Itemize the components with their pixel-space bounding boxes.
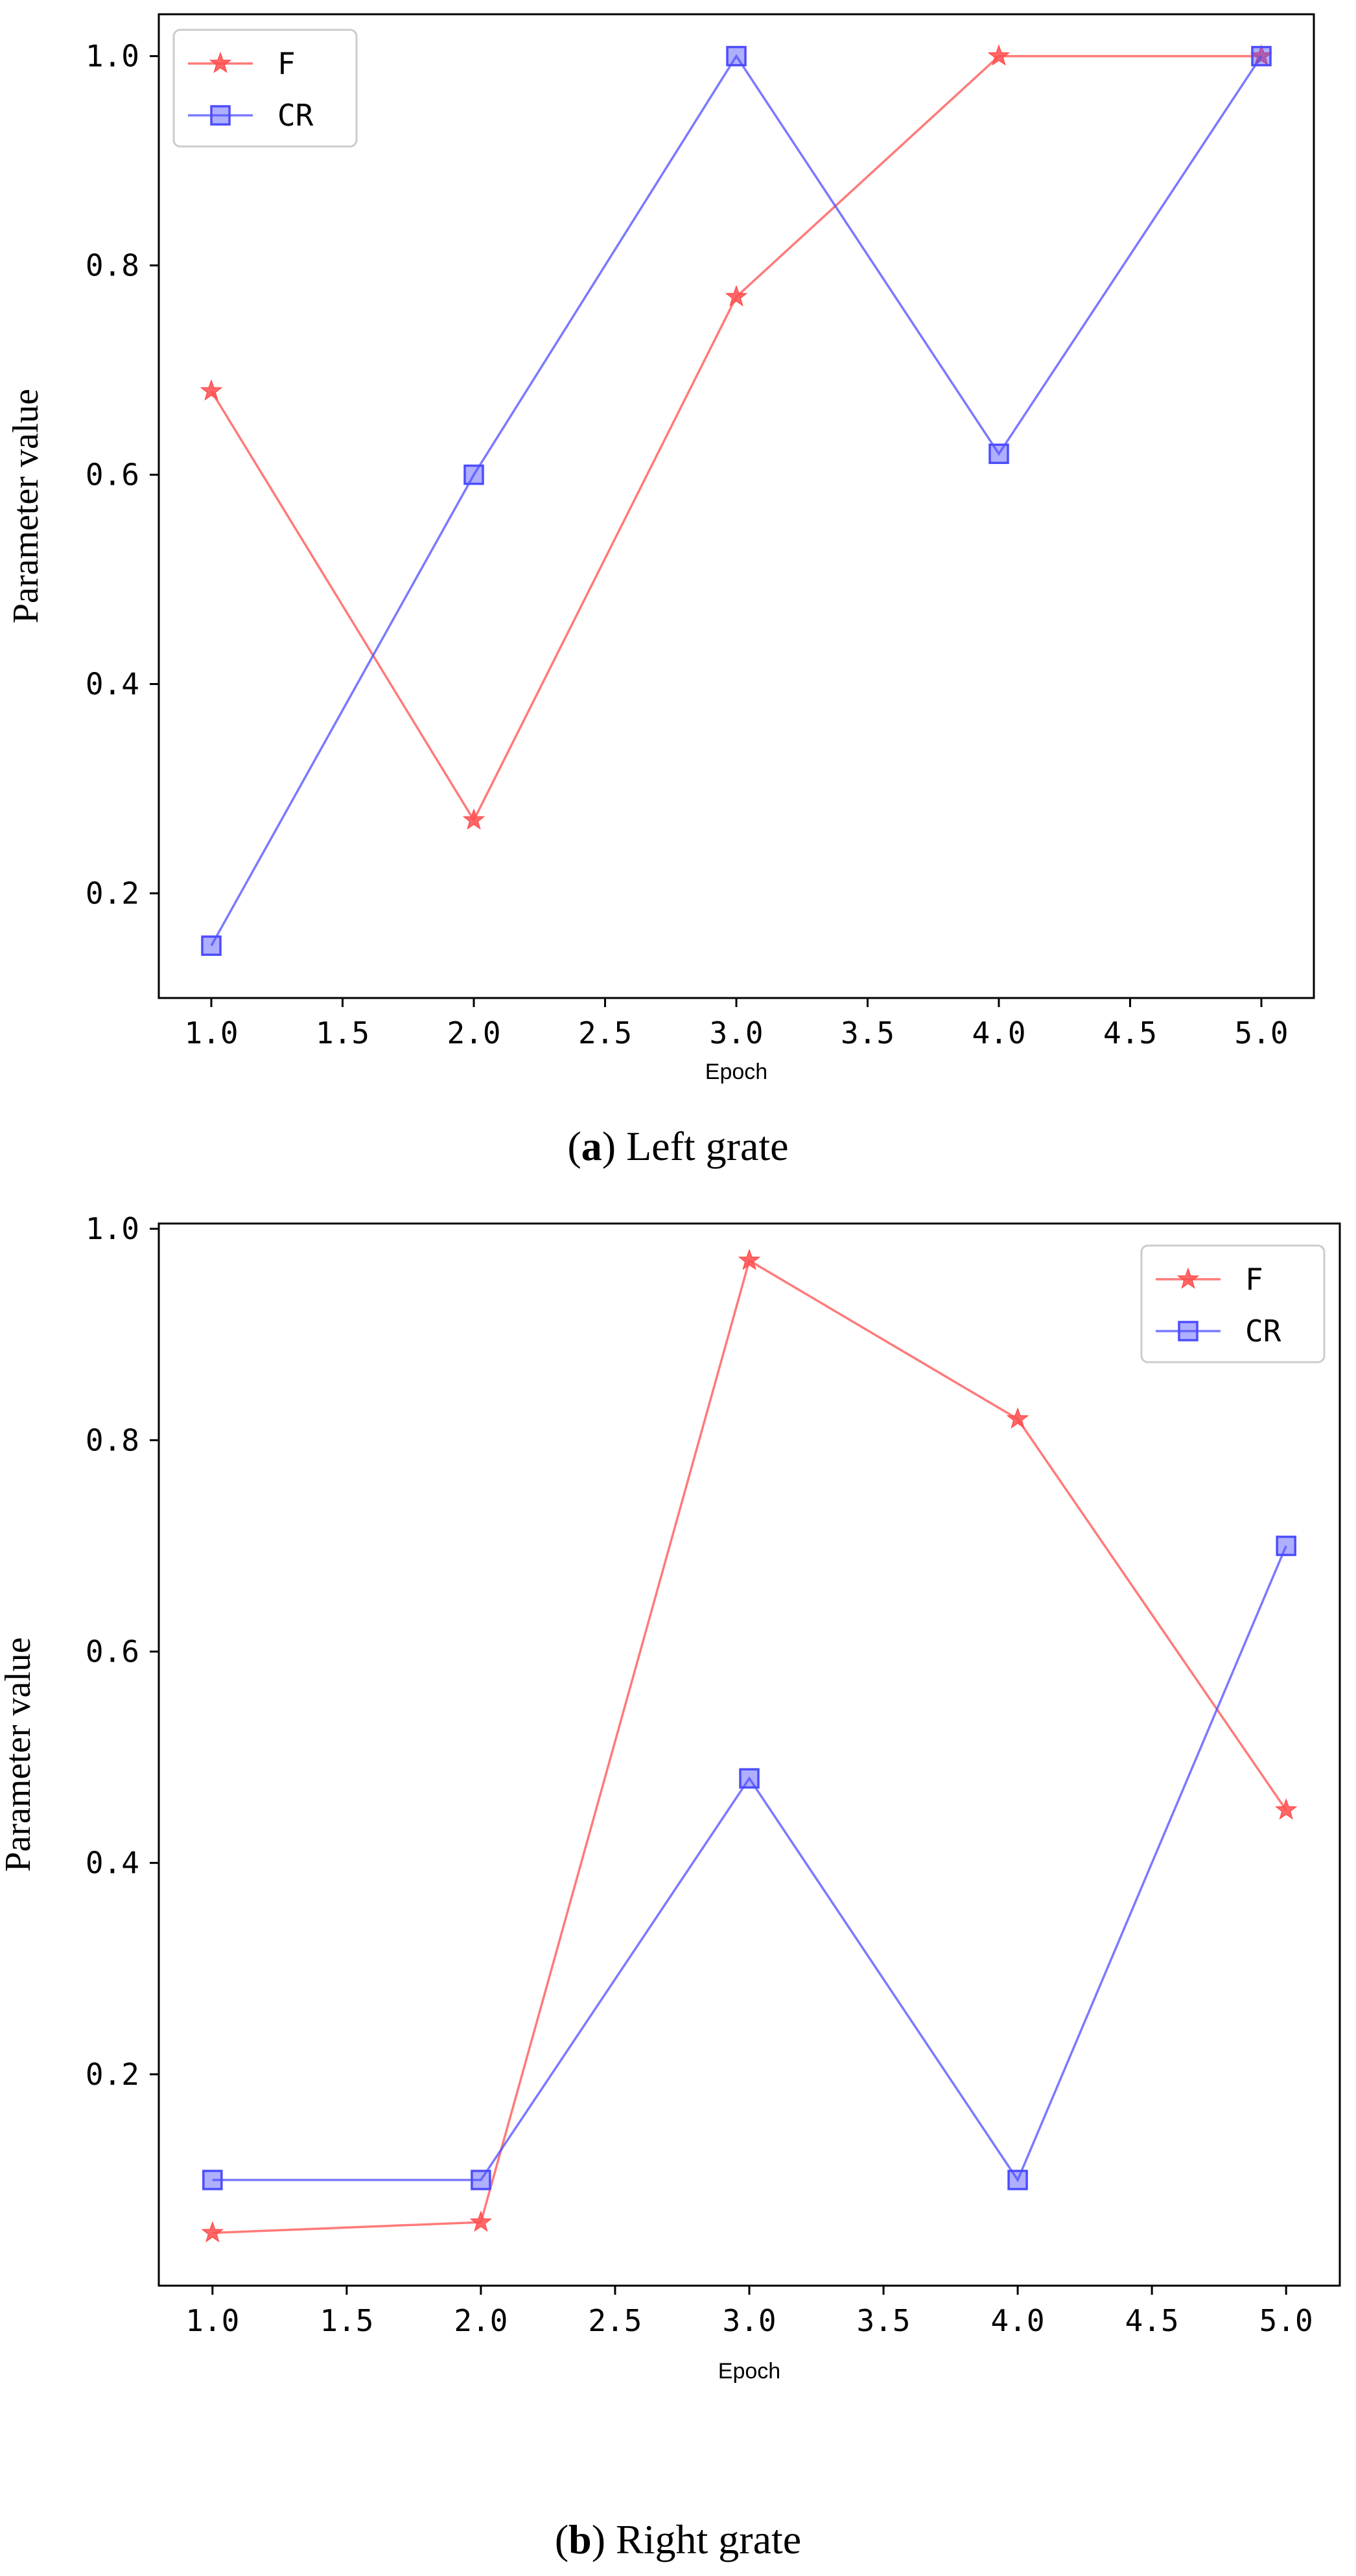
data-point xyxy=(200,379,223,401)
data-point xyxy=(1006,1407,1029,1429)
y-tick-label: 1.0 xyxy=(86,1211,139,1246)
y-tick-label: 0.8 xyxy=(86,248,139,283)
x-axis-title: Epoch xyxy=(705,1060,767,1084)
x-tick-label: 5.0 xyxy=(1259,2303,1313,2338)
x-tick-label: 1.5 xyxy=(316,1015,369,1050)
legend-label: F xyxy=(1245,1262,1263,1297)
series-f xyxy=(201,1248,1298,2243)
plot-frame xyxy=(158,1222,1341,2287)
data-point xyxy=(1250,44,1273,66)
data-point xyxy=(1276,1535,1296,1557)
data-point xyxy=(1251,45,1272,67)
x-tick-label: 2.5 xyxy=(588,2303,642,2338)
series-line xyxy=(210,54,1261,823)
legend-marker xyxy=(209,51,232,73)
x-tick-label: 4.5 xyxy=(1125,2303,1179,2338)
legend-label: F xyxy=(277,46,296,81)
plot-frame xyxy=(158,13,1315,999)
y-tick-label: 0.4 xyxy=(86,1846,139,1881)
data-point xyxy=(726,45,747,67)
legend-marker xyxy=(1178,1321,1198,1341)
caption-letter: a xyxy=(581,1123,602,1169)
data-point xyxy=(201,935,222,957)
series-line xyxy=(212,1259,1287,2234)
legend: F CR xyxy=(172,29,358,148)
y-tick-label: 0.2 xyxy=(86,876,139,911)
data-point xyxy=(1274,1798,1298,1820)
y-tick-label: 0.4 xyxy=(86,667,139,702)
series-line xyxy=(212,1545,1287,2183)
y-tick-label: 0.8 xyxy=(86,1422,139,1457)
series-line xyxy=(210,54,1263,947)
x-tick-label: 2.5 xyxy=(578,1015,632,1050)
data-point xyxy=(202,2170,223,2190)
caption-letter: b xyxy=(568,2516,592,2562)
y-axis-title: Parameter value xyxy=(6,389,46,623)
y-tick-label: 1.0 xyxy=(86,39,139,74)
x-tick-label: 1.0 xyxy=(185,2303,239,2338)
figure-caption: (a) Left grate xyxy=(567,1123,788,1169)
x-tick-label: 3.5 xyxy=(841,1015,894,1050)
x-tick-label: 4.5 xyxy=(1103,1015,1157,1050)
caption-paren-close: ) xyxy=(592,2516,616,2562)
x-tick-label: 3.0 xyxy=(722,2303,776,2338)
series-cr xyxy=(201,45,1272,957)
legend-marker xyxy=(210,105,231,126)
data-point xyxy=(469,2210,493,2232)
data-point xyxy=(471,2170,491,2190)
data-point xyxy=(987,44,1011,66)
data-point xyxy=(463,464,484,485)
caption-text: Left grate xyxy=(626,1123,789,1169)
caption-paren-close: ) xyxy=(602,1123,626,1169)
data-point xyxy=(201,2221,224,2243)
x-tick-label: 2.0 xyxy=(454,2303,508,2338)
figure-caption: (b) Right grate xyxy=(555,2516,801,2562)
y-axis-title: Parameter value xyxy=(0,1637,38,1872)
data-point xyxy=(462,808,485,830)
legend-box xyxy=(172,29,358,148)
data-point xyxy=(725,284,748,307)
x-tick-label: 1.0 xyxy=(184,1015,238,1050)
series-f xyxy=(200,44,1273,830)
chart-b: 1.0 1.5 2.0 2.5 3.0 3.5 4.0 4.5 5.0 0.2 0.4 0.6 0.8 1… xyxy=(0,1211,1341,2562)
data-point xyxy=(739,1768,760,1789)
data-point xyxy=(738,1248,761,1270)
legend-label: CR xyxy=(1245,1314,1281,1349)
y-tick-label: 0.6 xyxy=(86,458,139,493)
x-axis-title: Epoch xyxy=(718,2359,780,2384)
x-tick-label: 3.0 xyxy=(709,1015,763,1050)
x-tick-label: 2.0 xyxy=(447,1015,500,1050)
legend-label: CR xyxy=(277,98,314,133)
x-tick-label: 4.0 xyxy=(991,2303,1045,2338)
data-point xyxy=(1007,2170,1028,2190)
series-cr xyxy=(202,1535,1296,2190)
caption-paren-open: ( xyxy=(567,1123,581,1169)
chart-a: 1.0 1.5 2.0 2.5 3.0 3.5 4.0 4.5 5.0 0.2 0.4 0.6 0.8 1… xyxy=(6,13,1315,1169)
x-tick-label: 1.5 xyxy=(320,2303,373,2338)
x-tick-label: 3.5 xyxy=(856,2303,910,2338)
data-point xyxy=(988,443,1009,465)
x-tick-label: 5.0 xyxy=(1234,1015,1288,1050)
legend: F CR xyxy=(1140,1244,1326,1363)
caption-text: Right grate xyxy=(616,2516,801,2562)
legend-marker xyxy=(1176,1267,1200,1289)
y-tick-label: 0.6 xyxy=(86,1634,139,1669)
y-tick-label: 0.2 xyxy=(86,2057,139,2092)
caption-paren-open: ( xyxy=(555,2516,568,2562)
legend-box xyxy=(1140,1244,1326,1363)
x-tick-label: 4.0 xyxy=(972,1015,1025,1050)
